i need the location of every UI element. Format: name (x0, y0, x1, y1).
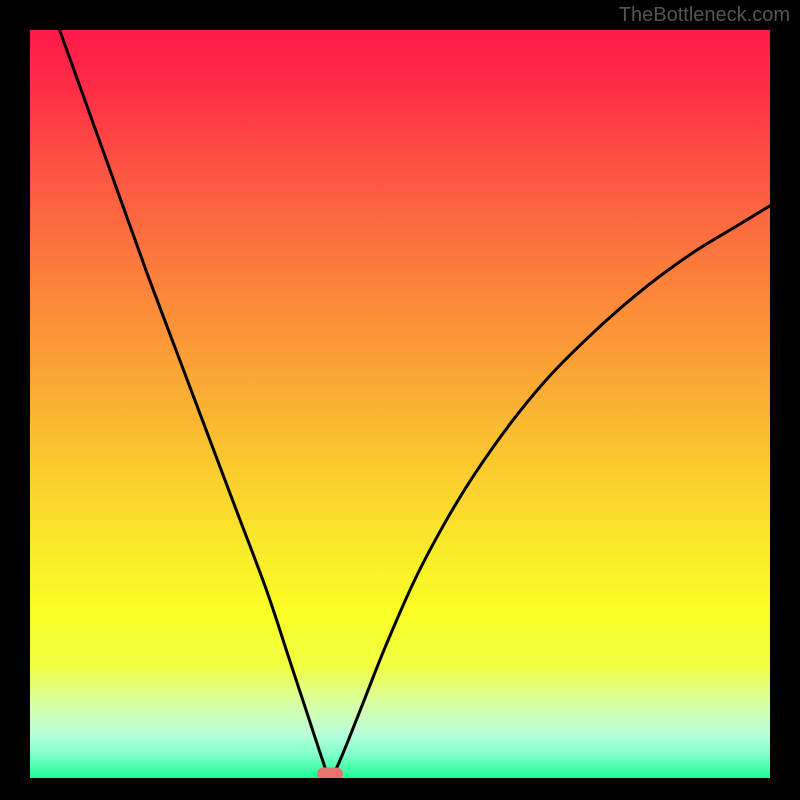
gradient-background (30, 30, 770, 778)
optimal-point-marker (317, 768, 343, 778)
frame-border-bottom (0, 778, 800, 800)
frame-border-right (770, 0, 800, 800)
watermark-text: TheBottleneck.com (619, 4, 790, 27)
chart-svg (30, 30, 770, 778)
frame-border-left (0, 0, 30, 800)
plot-area (30, 30, 770, 778)
